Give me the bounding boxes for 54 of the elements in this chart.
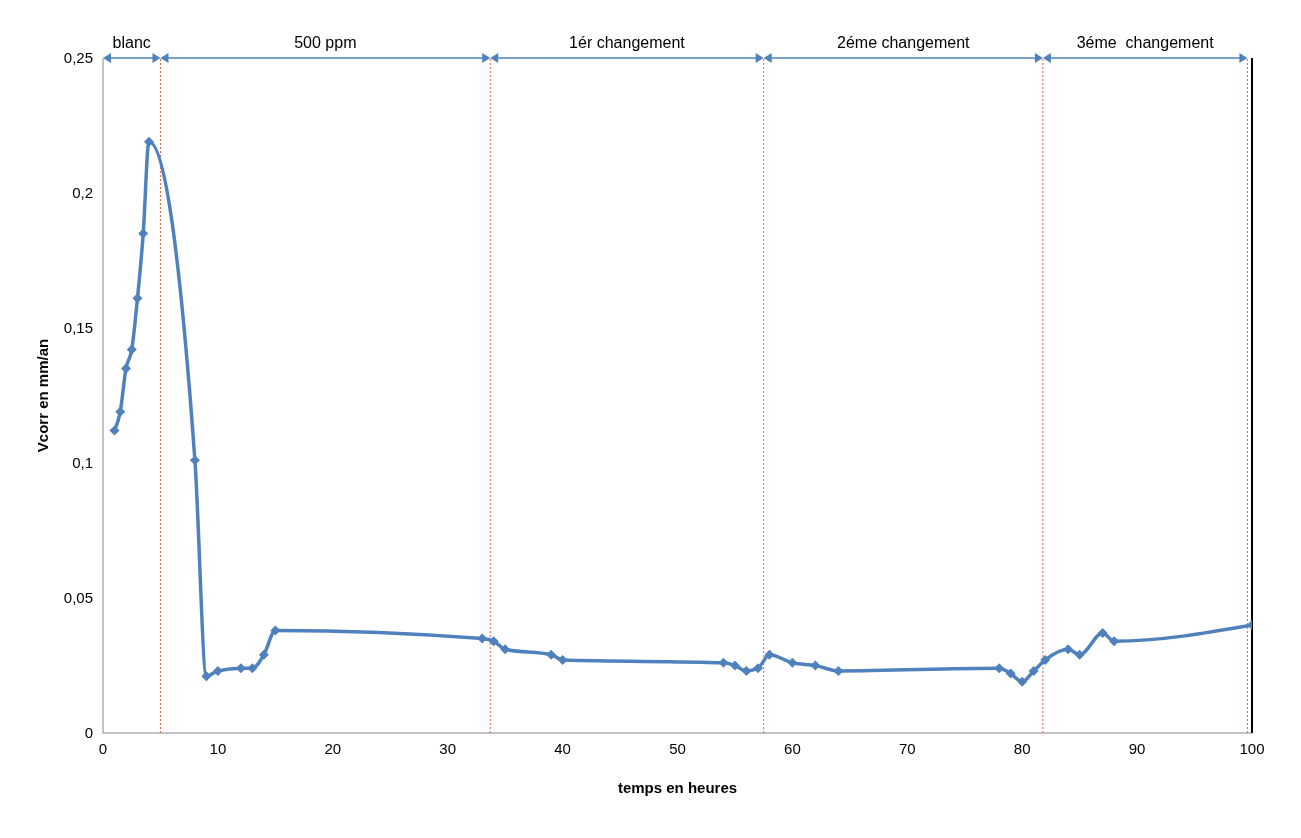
y-tick-label: 0,15 (63, 319, 93, 337)
point (810, 660, 821, 671)
point (741, 665, 752, 676)
text: 1ér changement (569, 34, 686, 51)
text: 2éme changement (837, 34, 971, 51)
x-tick-label: 0 (98, 739, 108, 757)
point (764, 649, 775, 660)
point (132, 293, 143, 304)
x-tick-label: 50 (669, 739, 686, 757)
point (212, 665, 223, 676)
x-tick-label: 30 (439, 739, 457, 757)
point (126, 344, 137, 355)
point (729, 660, 740, 671)
x-axis-title: temps en heures (617, 779, 738, 796)
point (1040, 655, 1051, 666)
point (488, 636, 499, 647)
x-tick-label: 90 (1128, 739, 1146, 757)
point (258, 649, 269, 660)
point (1005, 668, 1016, 679)
point (1074, 649, 1085, 660)
x-tick-label: 10 (209, 739, 227, 757)
point (115, 406, 126, 417)
point (109, 425, 120, 436)
point (500, 644, 511, 655)
x-tick-label: 20 (324, 739, 342, 757)
point (787, 657, 798, 668)
x-tick-label: 100 (1239, 739, 1265, 757)
text: 3éme changement (1076, 34, 1215, 51)
y-axis-title: Vcorr en mm/an (34, 338, 52, 453)
y-tick-label: 0 (84, 724, 93, 742)
point (201, 671, 212, 682)
y-tick-label: 0,2 (72, 184, 93, 202)
point (143, 136, 154, 147)
point (1028, 665, 1039, 676)
text: blanc (112, 34, 151, 51)
point (557, 655, 568, 666)
point (1017, 676, 1028, 687)
x-tick-label: 40 (554, 739, 571, 757)
y-tick-label: 0,1 (72, 454, 93, 472)
point (1063, 644, 1074, 655)
point (477, 633, 488, 644)
point (994, 663, 1005, 674)
y-tick-label: 0,25 (63, 49, 93, 67)
x-tick-label: 60 (784, 739, 801, 757)
point (120, 363, 131, 374)
point (1097, 628, 1108, 639)
point (752, 663, 763, 674)
x-tick-label: 80 (1013, 739, 1031, 757)
text: 500 ppm (294, 34, 357, 51)
point (138, 228, 149, 239)
x-tick-label: 70 (898, 739, 916, 757)
point (546, 649, 557, 660)
point (247, 663, 258, 674)
y-tick-label: 0,05 (63, 589, 93, 607)
